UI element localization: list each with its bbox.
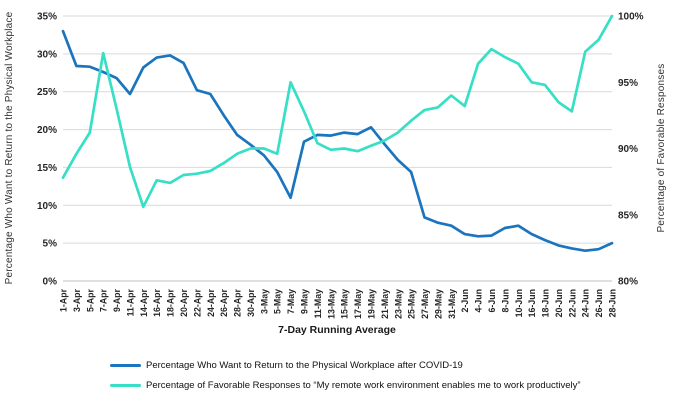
series-line-remote-work-favorable <box>61 14 614 209</box>
x-axis-tick-label: 28-Apr <box>233 288 243 316</box>
left-axis-tick-label: 25% <box>37 87 57 98</box>
x-axis-tick-label: 25-May <box>407 289 417 319</box>
x-axis-tick-label: 27-May <box>420 289 430 319</box>
right-axis-tick-label: 80% <box>618 277 638 288</box>
x-axis-tick-label: 3-May <box>259 289 269 314</box>
x-axis-tick-label: 24-Apr <box>206 288 216 316</box>
x-axis-tick-label: 16-Apr <box>152 288 162 316</box>
x-axis-tick-label: 6-Jun <box>487 289 497 312</box>
legend-item-remote-work-favorable: Percentage of Favorable Responses to “My… <box>110 380 581 391</box>
left-axis-tick-label: 30% <box>37 49 57 60</box>
gridlines-layer <box>63 15 612 282</box>
x-axis-tick-label: 18-Apr <box>166 288 176 316</box>
series-layer <box>61 14 614 253</box>
x-axis-tick-label: 24-Jun <box>581 289 591 317</box>
left-axis-tick-label: 20% <box>37 125 57 136</box>
x-axis-tick-label: 1-Apr <box>59 288 69 312</box>
x-axis-tick-label: 9-Apr <box>112 288 122 312</box>
left-axis-tick-label: 0% <box>43 277 58 288</box>
legend-label: Percentage Who Want to Return to the Phy… <box>146 360 463 371</box>
x-axis-tick-label: 19-May <box>366 289 376 319</box>
left-axis-title: Percentage Who Want to Return to the Phy… <box>4 11 15 284</box>
left-axis-tick-label: 10% <box>37 201 57 212</box>
x-axis-tick-label: 7-May <box>286 289 296 314</box>
x-axis-tick-label: 17-May <box>353 289 363 319</box>
x-axis-tick-label: 8-Jun <box>500 289 510 312</box>
legend-key-remote-work-favorable <box>110 383 141 388</box>
x-axis-title: 7-Day Running Average <box>278 324 396 336</box>
x-axis-tick-label: 3-Apr <box>72 288 82 312</box>
x-axis-tick-label: 22-Apr <box>192 288 202 316</box>
x-axis-tick-label: 31-May <box>447 289 457 319</box>
legend-item-return-to-workplace: Percentage Who Want to Return to the Phy… <box>110 360 581 371</box>
x-axis-tick-label: 21-May <box>380 289 390 319</box>
x-axis-tick-label: 11-Apr <box>125 288 135 316</box>
x-axis-tick-label: 10-Jun <box>514 289 524 317</box>
x-axis-tick-labels: 1-Apr 3-Apr 5-Apr 7-Apr 9-Apr 11-Apr 14-Apr 16-… <box>59 288 618 318</box>
x-axis-tick-label: 29-May <box>433 289 443 319</box>
x-axis-tick-label: 5-Apr <box>85 288 95 312</box>
right-axis-tick-label: 95% <box>618 78 638 89</box>
x-axis-tick-label: 30-Apr <box>246 288 256 316</box>
x-axis-tick-label: 20-Jun <box>554 289 564 317</box>
legend-label: Percentage of Favorable Responses to “My… <box>146 380 581 391</box>
x-axis-tick-label: 26-Apr <box>219 288 229 316</box>
x-axis-tick-label: 20-Apr <box>179 288 189 316</box>
x-axis-tick-label: 28-Jun <box>608 289 618 317</box>
right-axis-tick-label: 90% <box>618 144 638 155</box>
x-axis-tick-label: 11-May <box>313 289 323 318</box>
x-axis-tick-label: 4-Jun <box>474 289 484 312</box>
x-axis-tick-label: 26-Jun <box>594 289 604 317</box>
x-axis-tick-label: 18-Jun <box>541 289 551 317</box>
left-axis-tick-label: 5% <box>43 239 58 250</box>
series-line-return-to-workplace <box>61 29 614 253</box>
right-axis-tick-label: 85% <box>618 210 638 221</box>
x-axis-tick-label: 16-Jun <box>527 289 537 317</box>
x-axis-tick-label: 5-May <box>273 289 283 314</box>
x-axis-tick-label: 2-Jun <box>460 289 470 312</box>
right-axis-title: Percentage of Favorable Responses <box>656 64 667 233</box>
x-axis-tick-label: 14-Apr <box>139 288 149 316</box>
x-axis-tick-label: 13-May <box>326 289 336 319</box>
chart-legend: Percentage Who Want to Return to the Phy… <box>110 360 581 391</box>
left-axis-tick-label: 15% <box>37 163 57 174</box>
y-axis-tick-labels: 0% 5% 10% 15% 20% 25% 30% 35% 80% 85% 90% 95% 100% <box>37 12 644 288</box>
x-axis-tick-label: 7-Apr <box>99 288 109 312</box>
x-axis-tick-label: 9-May <box>300 289 310 314</box>
x-axis-tick-label: 15-May <box>340 289 350 319</box>
left-axis-tick-label: 35% <box>37 12 57 23</box>
right-axis-tick-label: 100% <box>618 12 644 23</box>
x-axis-tick-label: 22-Jun <box>567 289 577 317</box>
legend-key-return-to-workplace <box>110 363 141 368</box>
x-axis-tick-label: 23-May <box>393 289 403 319</box>
